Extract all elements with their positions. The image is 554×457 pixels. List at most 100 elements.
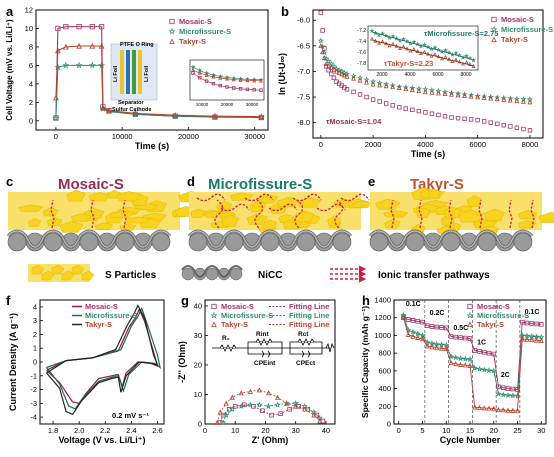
capacity-point [500,407,506,413]
y-tick-label: 1000 [374,331,391,340]
legend-entry: Takyr-S [179,37,206,46]
nicc-fiber [369,232,389,252]
s-particle [109,210,136,218]
data-point [423,110,428,115]
legend-entry: Mosaic-S [477,302,510,311]
capacity-line [403,316,542,390]
nicc-fiber [477,232,497,252]
nicc-swatch-fiber [229,267,243,281]
nicc-weave-highlight [188,230,352,248]
data-point [468,93,474,99]
data-point [520,98,526,104]
nicc-weave-highlight [7,230,171,248]
eis-point [260,408,265,414]
s-particle [18,204,44,212]
capacity-point [481,405,487,411]
panel-label-f: f [6,293,11,308]
inset-point [198,75,202,80]
data-point [75,61,83,69]
data-point [436,90,441,96]
ionic-pathway [244,193,274,202]
eis-point [217,409,223,415]
data-point [55,25,61,32]
x-tick-label: 4000 [417,140,434,149]
data-point [488,95,494,101]
data-point [62,61,70,69]
data-point [416,108,422,114]
capacity-point [486,405,492,411]
y-tick-label: 600 [378,366,391,375]
data-point [389,82,396,89]
y-tick-label: 2 [33,330,37,339]
data-point [461,91,468,98]
data-point [495,121,500,127]
x-tick-label: 2.6 [152,426,162,435]
s-particle-swatch [51,264,65,275]
y-tick-label: 200 [378,402,391,411]
data-point [481,94,487,100]
capacity-point [504,391,512,398]
data-point [488,120,493,125]
data-point [328,64,334,70]
y-tick-label: 4 [33,302,37,311]
x-axis-label: Time (s) [411,149,445,159]
y-tick-label: 1200 [374,313,391,322]
legend-entry: Mosaic-S [179,17,212,26]
y-tick-label: 1400 [374,296,391,305]
ionic-pathway [122,199,127,229]
data-point [100,104,106,111]
x-tick-label: 0 [397,426,401,435]
s-particle [124,216,151,224]
capacity-point [405,317,411,322]
data-point [481,119,487,124]
nicc-fiber [188,232,208,252]
nicc-weave-highlight [369,230,533,248]
schematic-legend: S Particles NiCC Ionic transfer pathways [28,264,490,283]
rate-label: 0.1C [525,309,540,316]
y-tick-label: -4 [30,413,37,422]
ionic-pathway [268,203,298,212]
capacity-point [486,350,492,356]
capacity-point [453,360,459,367]
inset-series-line [192,69,262,82]
data-point [63,24,69,30]
data-point [132,110,139,116]
s-particles-label: S Particles [105,270,157,281]
chart-b: 0 2000 4000 6000 8000 -8.0 -7.5 -7.0 -6.5 -6.0 Tim… [277,9,553,159]
legend-marker [491,16,497,23]
capacity-point [462,362,468,368]
inset-y-tick: -7.8 [357,61,366,67]
y-tick-label: -7.0 [297,67,310,76]
title-microfissure: Microfissure-S [208,176,312,193]
inset-point [211,81,216,86]
data-point [76,24,82,30]
inset-x-tick: 20000 [221,102,234,107]
x-tick-label: 40 [322,426,330,435]
inset-point [421,42,428,48]
capacity-point [452,354,459,361]
data-point [487,93,494,100]
nicc-fiber [7,232,27,252]
tau-mosaic: τMosaic-S=1.04 [326,117,382,126]
s-particle [443,206,462,219]
inset-point [464,60,469,64]
y-tick-label: 0 [198,420,202,429]
ionic-pathway [50,199,55,229]
y-tick-label: -2 [30,385,37,394]
s-particle [458,209,484,223]
y-tick-label: 0 [387,420,391,429]
data-point [339,71,345,77]
legend-fit-label: Fitting Line [289,311,329,320]
inset-point [443,54,448,59]
capacity-line [403,314,542,397]
legend-entry: Microfissure-S [221,311,273,320]
data-point [76,42,82,49]
data-point [501,123,506,128]
data-point [106,107,112,114]
x-tick-label: 0 [319,140,323,149]
data-point [89,24,95,30]
s-particle [249,199,267,213]
data-point [514,98,520,104]
cv-curve [46,304,159,416]
data-point [442,91,448,97]
